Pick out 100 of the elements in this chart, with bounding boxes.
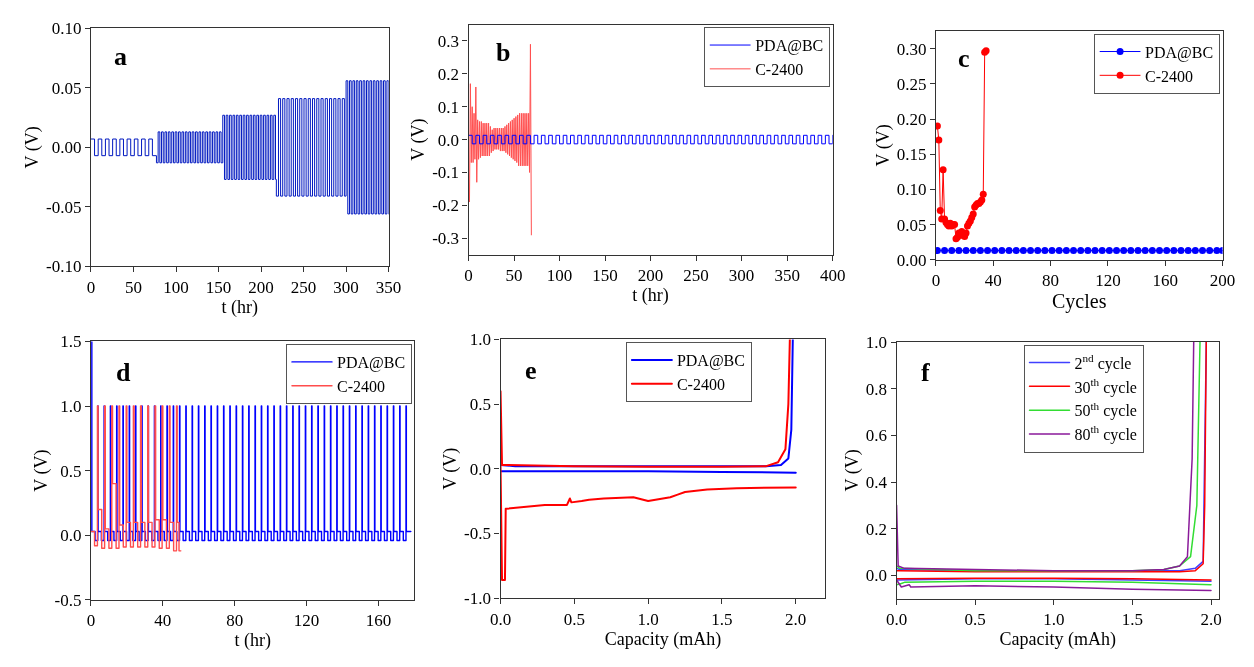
annotation: c (958, 44, 970, 73)
x-tick-label: 160 (365, 611, 392, 631)
x-tick-label: 0.5 (563, 609, 585, 629)
y-tick-label: 0.3 (437, 31, 460, 51)
x-tick-label: 200 (1209, 271, 1236, 291)
y-tick-label: 0.0 (60, 526, 82, 546)
annotation: e (525, 356, 537, 385)
y-tick-label: 1.5 (60, 332, 82, 352)
y-axis-title: V (V) (30, 449, 52, 492)
y-tick-label: -0.5 (464, 524, 492, 544)
legend-label: C-2400 (336, 377, 385, 395)
y-tick-label: 1.0 (469, 330, 492, 350)
y-tick-label: 0.30 (896, 39, 927, 59)
x-tick-label: 120 (293, 611, 320, 631)
y-tick-label: -1.0 (464, 588, 492, 608)
y-tick-label: -0.2 (432, 196, 460, 216)
legend-label: 2$^{nd}$ cycle (1074, 352, 1132, 373)
y-tick-label: 0.0 (865, 566, 888, 586)
x-axis-title: t (hr) (234, 630, 271, 652)
x-tick-label: 50 (124, 277, 142, 297)
x-tick-label: 400 (819, 266, 846, 286)
y-tick-label: 0.1 (437, 97, 460, 117)
x-tick-label: 0 (86, 277, 96, 297)
annotation: b (496, 38, 511, 67)
y-tick-label: 0.2 (865, 519, 888, 539)
x-tick-label: 0 (931, 271, 941, 291)
y-tick-label: 0.10 (896, 180, 927, 200)
y-tick-label: 0.15 (896, 145, 927, 165)
x-tick-label: 350 (774, 266, 800, 286)
y-tick-label: 0.0 (469, 459, 492, 479)
x-tick-label: 2.0 (785, 609, 807, 629)
x-tick-label: 2.0 (1200, 610, 1222, 630)
x-tick-label: 1.5 (1121, 610, 1144, 630)
x-tick-label: 250 (290, 277, 317, 297)
y-tick-label: 0.8 (865, 379, 888, 399)
x-tick-label: 0 (86, 611, 96, 631)
y-tick-label: 0.05 (896, 215, 927, 235)
annotation: f (921, 358, 930, 387)
y-tick-label: 1.0 (865, 333, 888, 353)
x-tick-label: 50 (505, 266, 523, 286)
y-tick-label: 0.4 (865, 472, 888, 492)
legend-label: PDA@BC (676, 352, 745, 371)
x-axis-title: Cycles (1052, 290, 1107, 314)
y-tick-label: -0.3 (432, 229, 460, 249)
x-tick-label: 80 (226, 611, 244, 631)
legend-label: 50$^{th}$ cycle (1074, 399, 1137, 421)
legend-label: PDA@BC (755, 37, 824, 56)
legend-label: C-2400 (1145, 67, 1194, 85)
legend-label: PDA@BC (1145, 43, 1214, 62)
x-tick-label: 40 (984, 271, 1002, 291)
legend-label: 80$^{th}$ cycle (1074, 423, 1137, 445)
y-tick-label: 0.00 (51, 138, 82, 158)
x-axis-title: t (hr) (221, 296, 259, 318)
y-axis-title: V (V) (440, 447, 462, 490)
y-tick-label: 0.25 (896, 74, 927, 94)
x-tick-label: 100 (163, 277, 189, 297)
x-tick-label: 350 (375, 277, 402, 297)
y-tick-label: -0.5 (54, 590, 82, 610)
y-tick-label: 0.10 (51, 19, 82, 39)
y-tick-label: 0.0 (437, 130, 460, 150)
y-tick-label: 0.05 (51, 78, 82, 98)
x-tick-label: 100 (546, 266, 573, 286)
x-tick-label: 150 (205, 277, 232, 297)
legend-label: C-2400 (676, 376, 725, 394)
y-tick-label: 0.5 (60, 461, 82, 481)
y-axis-title: V (V) (22, 126, 44, 169)
legend-label: 30$^{th}$ cycle (1074, 375, 1137, 397)
y-tick-label: 0.2 (437, 64, 460, 84)
legend-label: C-2400 (755, 61, 804, 79)
annotation: a (114, 42, 127, 71)
x-tick-label: 1.5 (711, 609, 733, 629)
y-tick-label: 0.5 (469, 395, 492, 415)
annotation: d (116, 358, 131, 387)
y-tick-label: -0.10 (46, 257, 82, 277)
x-tick-label: 250 (683, 266, 709, 286)
y-tick-label: 1.0 (60, 397, 82, 417)
x-tick-label: 200 (248, 277, 274, 297)
x-tick-label: 1.0 (637, 609, 659, 629)
x-axis-title: t (hr) (632, 285, 669, 307)
y-tick-label: 0.00 (896, 250, 927, 270)
x-axis-title: Capacity (mAh) (999, 629, 1116, 651)
y-tick-label: -0.1 (432, 163, 460, 183)
x-tick-label: 200 (637, 266, 664, 286)
x-tick-label: 0.5 (964, 610, 986, 630)
x-axis-title: Capacity (mAh) (604, 628, 722, 650)
x-tick-label: 160 (1152, 271, 1178, 291)
y-tick-label: 0.20 (896, 109, 927, 129)
y-tick-label: -0.05 (46, 197, 82, 217)
y-tick-label: 0.6 (865, 426, 888, 446)
x-tick-label: 120 (1095, 271, 1121, 291)
x-tick-label: 300 (728, 266, 755, 286)
x-tick-label: 0 (464, 266, 473, 286)
x-tick-label: 1.0 (1043, 610, 1065, 630)
y-axis-title: V (V) (872, 124, 894, 167)
x-tick-label: 300 (333, 277, 359, 297)
x-tick-label: 80 (1042, 271, 1060, 291)
y-axis-title: V (V) (408, 118, 430, 161)
x-tick-label: 150 (592, 266, 618, 286)
y-axis-title: V (V) (842, 449, 864, 492)
x-tick-label: 40 (154, 611, 172, 631)
